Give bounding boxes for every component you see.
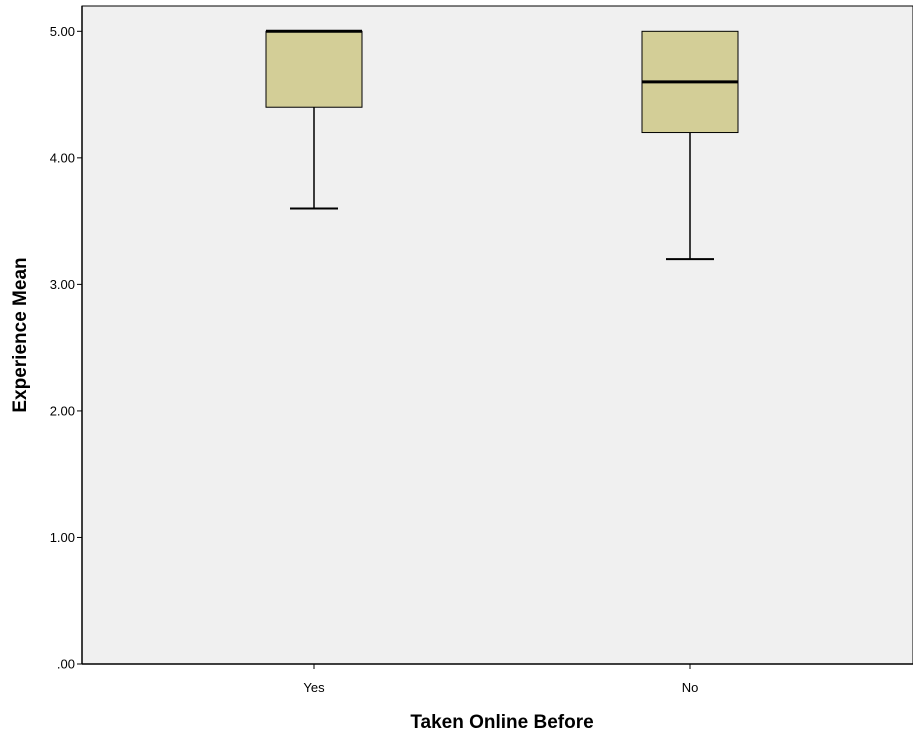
boxes-group bbox=[265, 29, 739, 261]
x-tick-label: Yes bbox=[303, 680, 325, 695]
y-tick-label: .00 bbox=[57, 657, 75, 672]
x-axis-ticks: Yes No bbox=[303, 664, 698, 695]
plot-area bbox=[81, 5, 913, 665]
box-yes bbox=[265, 29, 363, 210]
y-axis-ticks: .00 1.00 2.00 3.00 4.00 5.00 bbox=[50, 24, 82, 672]
box-no bbox=[641, 30, 739, 261]
x-tick-label: No bbox=[682, 680, 699, 695]
y-tick-label: 3.00 bbox=[50, 277, 75, 292]
x-axis-title: Taken Online Before bbox=[410, 712, 593, 733]
y-tick-label: 5.00 bbox=[50, 24, 75, 39]
y-tick-label: 2.00 bbox=[50, 403, 75, 418]
y-axis-title: Experience Mean bbox=[10, 257, 31, 412]
y-tick-label: 4.00 bbox=[50, 150, 75, 165]
iqr-box bbox=[265, 30, 363, 108]
y-tick-label: 1.00 bbox=[50, 530, 75, 545]
